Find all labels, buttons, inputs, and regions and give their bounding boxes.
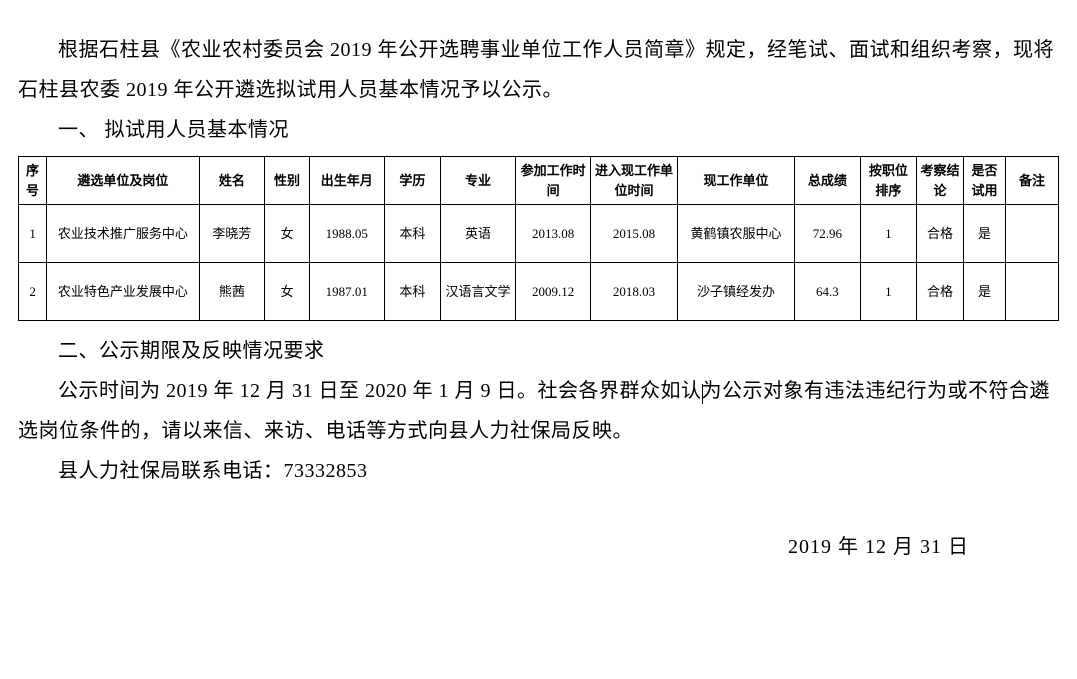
document-body: 根据石柱县《农业农村委员会 2019 年公开选聘事业单位工作人员简章》规定，经笔…	[0, 0, 1077, 567]
personnel-table: 序号遴选单位及岗位姓名性别出生年月学历专业参加工作时间进入现工作单位时间现工作单…	[18, 156, 1059, 321]
table-cell: 1	[19, 205, 47, 263]
table-header-cell: 遴选单位及岗位	[47, 157, 199, 205]
table-cell: 农业技术推广服务中心	[47, 205, 199, 263]
text-cursor	[702, 384, 703, 404]
table-cell	[1006, 263, 1059, 321]
table-header-row: 序号遴选单位及岗位姓名性别出生年月学历专业参加工作时间进入现工作单位时间现工作单…	[19, 157, 1059, 205]
table-header-cell: 姓名	[199, 157, 265, 205]
notice-text-a: 公示时间为 2019 年 12 月 31 日至 2020 年 1 月 9 日。社…	[58, 380, 702, 402]
contact-paragraph: 县人力社保局联系电话：73332853	[18, 451, 1059, 491]
table-cell: 沙子镇经发办	[677, 263, 794, 321]
table-header-cell: 参加工作时间	[516, 157, 591, 205]
table-header-cell: 性别	[265, 157, 310, 205]
table-cell: 合格	[917, 205, 964, 263]
table-cell: 李晓芳	[199, 205, 265, 263]
table-header-cell: 按职位排序	[860, 157, 916, 205]
table-cell	[1006, 205, 1059, 263]
table-header-cell: 考察结论	[917, 157, 964, 205]
table-cell: 是	[963, 205, 1005, 263]
table-cell: 本科	[384, 263, 440, 321]
table-cell: 2009.12	[516, 263, 591, 321]
table-cell: 64.3	[795, 263, 861, 321]
table-cell: 女	[265, 205, 310, 263]
table-cell: 1988.05	[309, 205, 384, 263]
table-row: 2农业特色产业发展中心熊茜女1987.01本科汉语言文学2009.122018.…	[19, 263, 1059, 321]
table-cell: 2013.08	[516, 205, 591, 263]
table-header-cell: 备注	[1006, 157, 1059, 205]
table-cell: 汉语言文学	[441, 263, 516, 321]
table-cell: 72.96	[795, 205, 861, 263]
table-cell: 英语	[441, 205, 516, 263]
table-cell: 1	[860, 205, 916, 263]
table-cell: 熊茜	[199, 263, 265, 321]
table-header-cell: 现工作单位	[677, 157, 794, 205]
table-cell: 本科	[384, 205, 440, 263]
table-cell: 是	[963, 263, 1005, 321]
table-header-cell: 是否试用	[963, 157, 1005, 205]
signature-date: 2019 年 12 月 31 日	[18, 527, 1059, 567]
table-cell: 农业特色产业发展中心	[47, 263, 199, 321]
table-header-cell: 序号	[19, 157, 47, 205]
table-row: 1农业技术推广服务中心李晓芳女1988.05本科英语2013.082015.08…	[19, 205, 1059, 263]
intro-paragraph: 根据石柱县《农业农村委员会 2019 年公开选聘事业单位工作人员简章》规定，经笔…	[18, 30, 1059, 110]
table-cell: 1	[860, 263, 916, 321]
table-cell: 合格	[917, 263, 964, 321]
table-header-cell: 出生年月	[309, 157, 384, 205]
table-header-cell: 进入现工作单位时间	[591, 157, 678, 205]
table-cell: 女	[265, 263, 310, 321]
table-cell: 黄鹤镇农服中心	[677, 205, 794, 263]
section-2-heading: 二、公示期限及反映情况要求	[18, 331, 1059, 371]
table-header-cell: 学历	[384, 157, 440, 205]
table-cell: 2018.03	[591, 263, 678, 321]
table-cell: 1987.01	[309, 263, 384, 321]
table-cell: 2	[19, 263, 47, 321]
notice-paragraph: 公示时间为 2019 年 12 月 31 日至 2020 年 1 月 9 日。社…	[18, 371, 1059, 451]
table-cell: 2015.08	[591, 205, 678, 263]
table-body: 1农业技术推广服务中心李晓芳女1988.05本科英语2013.082015.08…	[19, 205, 1059, 321]
section-1-heading: 一、 拟试用人员基本情况	[18, 110, 1059, 150]
table-header-cell: 专业	[441, 157, 516, 205]
table-header-cell: 总成绩	[795, 157, 861, 205]
